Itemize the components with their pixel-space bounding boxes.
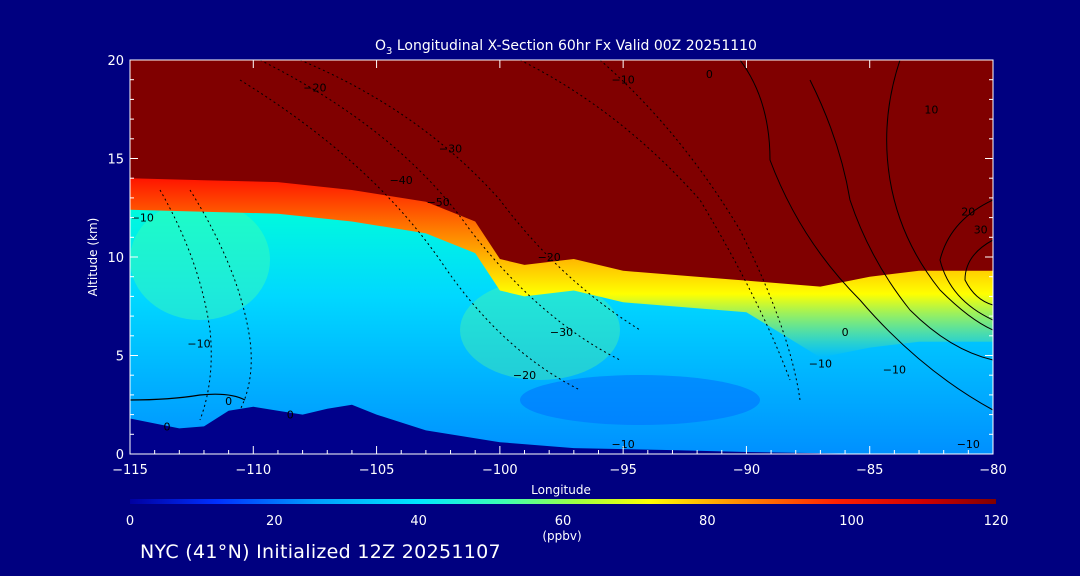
contour-label: 0	[225, 395, 232, 408]
x-tick-label: −115	[112, 463, 148, 478]
x-tick-label: −105	[359, 463, 395, 478]
contour-label: 20	[961, 206, 975, 219]
colorbar-tick-label: 60	[555, 514, 572, 529]
colorbar-tick-label: 0	[126, 514, 134, 529]
y-axis: 0 5 10 15 20	[107, 54, 993, 463]
contour-label: −30	[439, 143, 462, 156]
chart-title: O3 Longitudinal X-Section 60hr Fx Valid …	[375, 38, 757, 57]
colorbar-tick-label: 120	[984, 514, 1009, 529]
contour-label: 10	[924, 103, 938, 116]
y-axis-label: Altitude (km)	[86, 218, 100, 297]
contour-label: −10	[957, 438, 980, 451]
contour-lines	[130, 60, 993, 421]
contour-label: −10	[883, 363, 906, 376]
colorbar	[130, 499, 996, 504]
contour-label: −10	[131, 212, 154, 225]
x-axis: −115 −110 −105 −100 −95 −90 −85 −80	[112, 60, 1007, 478]
contour-label: 0	[164, 420, 171, 433]
terrain-mask	[130, 404, 993, 454]
x-tick-label: −85	[856, 463, 883, 478]
y-tick-label: 15	[107, 153, 124, 168]
footer-caption: NYC (41°N) Initialized 12Z 20251107	[140, 541, 501, 563]
contour-label: −10	[187, 338, 210, 351]
colorbar-tick-label: 80	[699, 514, 716, 529]
y-tick-label: 20	[107, 54, 124, 69]
colorbar-tick-label: 20	[266, 514, 283, 529]
contour-label: −20	[513, 369, 536, 382]
contour-labels: −20 −30 −40 −50 −10 0 10 20 30 −20 −10 −10 −30 −20 0 −1…	[131, 68, 988, 451]
contour-label: 0	[287, 409, 294, 422]
contour-label: −50	[427, 196, 450, 209]
contour-label: −20	[538, 251, 561, 264]
x-axis-label: Longitude	[531, 483, 591, 497]
contour-label: −10	[611, 74, 634, 87]
colorbar-unit: (ppbv)	[542, 529, 581, 543]
contour-label: −40	[390, 174, 413, 187]
contour-label: 0	[842, 326, 849, 339]
low-level-ozone-blob	[520, 375, 760, 425]
x-tick-label: −110	[235, 463, 271, 478]
x-tick-label: −90	[733, 463, 760, 478]
contour-label: 0	[706, 68, 713, 81]
x-tick-label: −95	[609, 463, 636, 478]
y-tick-label: 0	[116, 448, 124, 463]
contour-label: 30	[974, 223, 988, 236]
tropopause-gradient-band	[130, 176, 993, 358]
contour-label: −30	[550, 326, 573, 339]
contour-label: −20	[303, 82, 326, 95]
x-tick-label: −80	[979, 463, 1006, 478]
x-tick-label: −100	[482, 463, 518, 478]
contour-label: −10	[611, 438, 634, 451]
y-tick-label: 5	[116, 350, 124, 365]
plot-area: −20 −30 −40 −50 −10 0 10 20 30 −20 −10 −10 −30 −20 0 −1…	[130, 60, 993, 454]
contour-label: −10	[809, 357, 832, 370]
stratosphere-region	[130, 60, 993, 287]
mid-level-ozone-blob	[460, 280, 620, 380]
colorbar-ticks: 0 20 40 60 80 100 120	[126, 514, 1009, 529]
colorbar-tick-label: 40	[410, 514, 427, 529]
colorbar-tick-label: 100	[839, 514, 864, 529]
y-tick-label: 10	[107, 251, 124, 266]
mid-level-ozone-blob	[130, 200, 270, 320]
